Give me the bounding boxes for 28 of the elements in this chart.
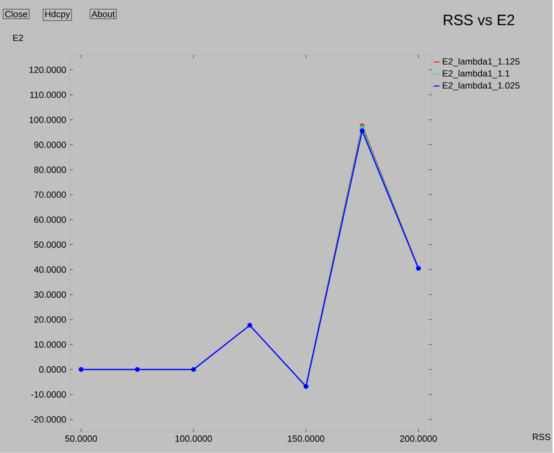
text: Hdcpy — [45, 10, 70, 20]
text: E2 — [13, 34, 24, 42]
y-tick-label: 40.0000 — [34, 266, 66, 273]
y-tick-label: -20.0000 — [31, 416, 66, 423]
legend-label: E2_lambda1_1.025 — [442, 82, 520, 90]
y-tick-label: 100.0000 — [30, 116, 66, 124]
text: RSS vs E2 — [444, 14, 514, 26]
x-tick-label: 150.0000 — [288, 435, 324, 442]
x-tick-label: 50.0000 — [65, 435, 97, 442]
y-tick-label: 80.0000 — [34, 166, 66, 173]
y-tick-label: 110.0000 — [30, 92, 66, 98]
y-tick-label: 70.0000 — [34, 192, 66, 198]
x-tick-label: 100.0000 — [175, 435, 212, 442]
y-tick-label: 60.0000 — [34, 216, 66, 223]
text: Close — [5, 10, 28, 18]
text: RSS — [532, 434, 550, 440]
y-tick-label: 50.0000 — [34, 242, 66, 248]
text: About — [91, 10, 115, 18]
y-tick-label: 10.0000 — [34, 341, 66, 348]
legend-label: E2_lambda1_1.125 — [442, 58, 520, 66]
legend-label: E2_lambda1_1.1 — [442, 70, 510, 78]
y-tick-label: 30.0000 — [34, 291, 66, 298]
x-tick-label: 200.0000 — [400, 435, 437, 442]
y-tick-label: 120.0000 — [30, 66, 66, 74]
y-tick-label: 0.0000 — [39, 366, 66, 373]
y-tick-label: 90.0000 — [34, 142, 66, 148]
y-tick-label: -10.0000 — [31, 391, 66, 398]
y-tick-label: 20.0000 — [34, 316, 66, 323]
